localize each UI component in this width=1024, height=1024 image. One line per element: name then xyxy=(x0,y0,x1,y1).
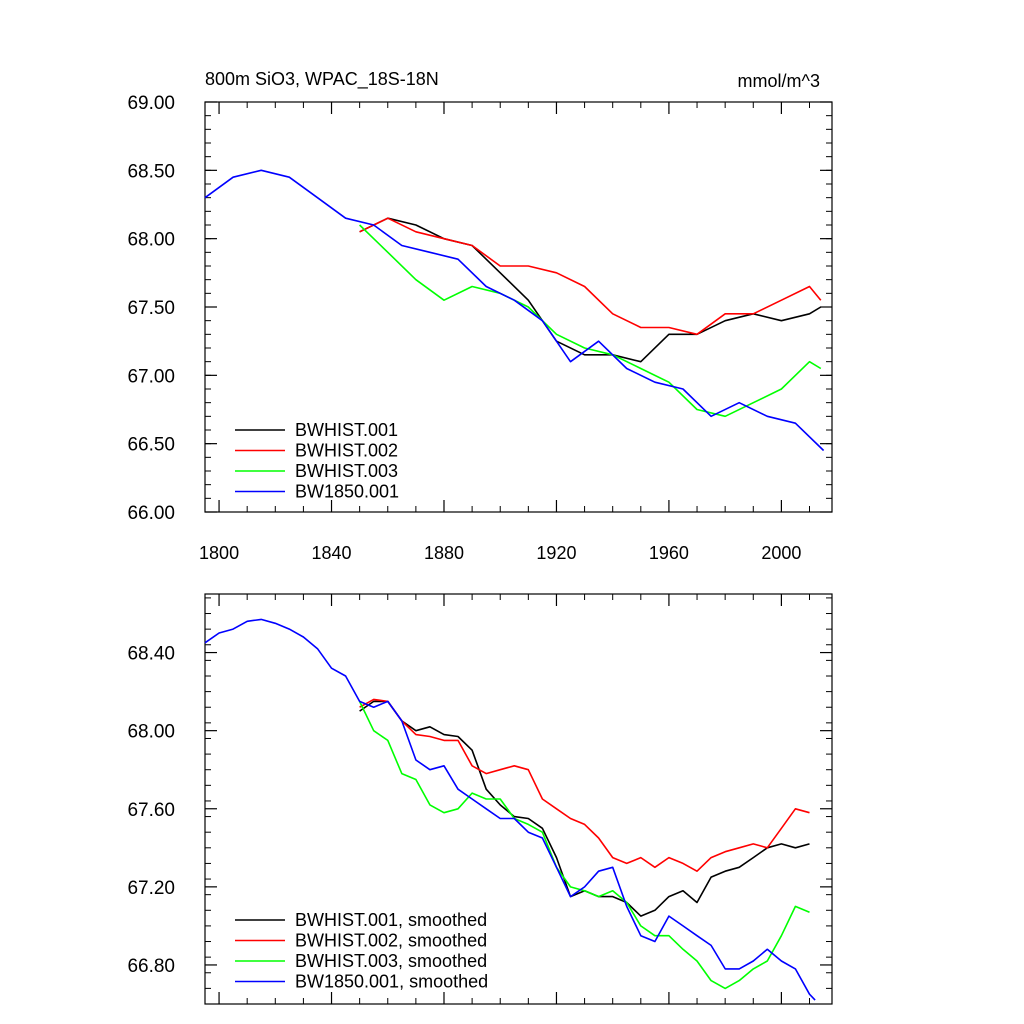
y-tick-label: 67.00 xyxy=(127,366,175,387)
series-line-0 xyxy=(359,217,822,363)
x-tick-label: 1840 xyxy=(312,543,352,563)
series-line-1 xyxy=(359,217,822,336)
y-tick-label: 67.50 xyxy=(127,298,175,319)
top-chart-title: 800m SiO3, WPAC_18S-18N xyxy=(205,69,439,90)
y-tick-label: 67.20 xyxy=(127,878,175,899)
legend-label-3: BW1850.001 xyxy=(295,482,399,502)
x-tick-label: 2000 xyxy=(761,543,801,563)
y-tick-label: 69.00 xyxy=(127,93,175,114)
legend-label-3: BW1850.001, smoothed xyxy=(295,972,488,992)
bottom-chart: 66.80 67.20 67.60 68.00 68.40 BWHIST.001, sm… xyxy=(127,593,833,1005)
bottom-ticks: 66.80 67.20 67.60 68.00 68.40 xyxy=(127,594,832,1005)
legend-label-0: BWHIST.001, smoothed xyxy=(295,910,487,930)
series-line-0 xyxy=(359,700,810,917)
x-tick-label: 1880 xyxy=(424,543,464,563)
bottom-lines xyxy=(204,618,816,1001)
legend-label-1: BWHIST.002 xyxy=(295,441,398,461)
series-line-3 xyxy=(204,618,816,1001)
top-ticks: 1800 1840 1880 1920 1960 2000 66.00 66.50 67.00 6… xyxy=(127,93,832,563)
legend-label-0: BWHIST.001 xyxy=(295,420,398,440)
x-tick-label: 1960 xyxy=(649,543,689,563)
y-tick-label: 67.60 xyxy=(127,800,175,821)
y-tick-label: 66.50 xyxy=(127,435,175,456)
x-tick-label: 1800 xyxy=(199,543,239,563)
top-chart: 800m SiO3, WPAC_18S-18N mmol/m^3 1800 184… xyxy=(127,69,833,563)
legend-label-2: BWHIST.003 xyxy=(295,461,398,481)
y-tick-label: 66.80 xyxy=(127,956,175,977)
y-tick-label: 68.00 xyxy=(127,230,175,251)
legend-label-2: BWHIST.003, smoothed xyxy=(295,951,487,971)
top-lines xyxy=(204,169,825,452)
y-tick-label: 66.00 xyxy=(127,503,175,524)
legend-label-1: BWHIST.002, smoothed xyxy=(295,931,487,951)
y-tick-label: 68.40 xyxy=(127,644,175,665)
series-line-2 xyxy=(358,701,810,990)
series-line-3 xyxy=(204,169,825,452)
y-tick-label: 68.50 xyxy=(127,161,175,182)
series-line-1 xyxy=(359,698,810,873)
bottom-plot-frame xyxy=(204,593,833,1005)
x-tick-label: 1920 xyxy=(536,543,576,563)
y-tick-label: 68.00 xyxy=(127,722,175,743)
series-line-2 xyxy=(359,224,822,418)
top-chart-units: mmol/m^3 xyxy=(738,71,820,91)
